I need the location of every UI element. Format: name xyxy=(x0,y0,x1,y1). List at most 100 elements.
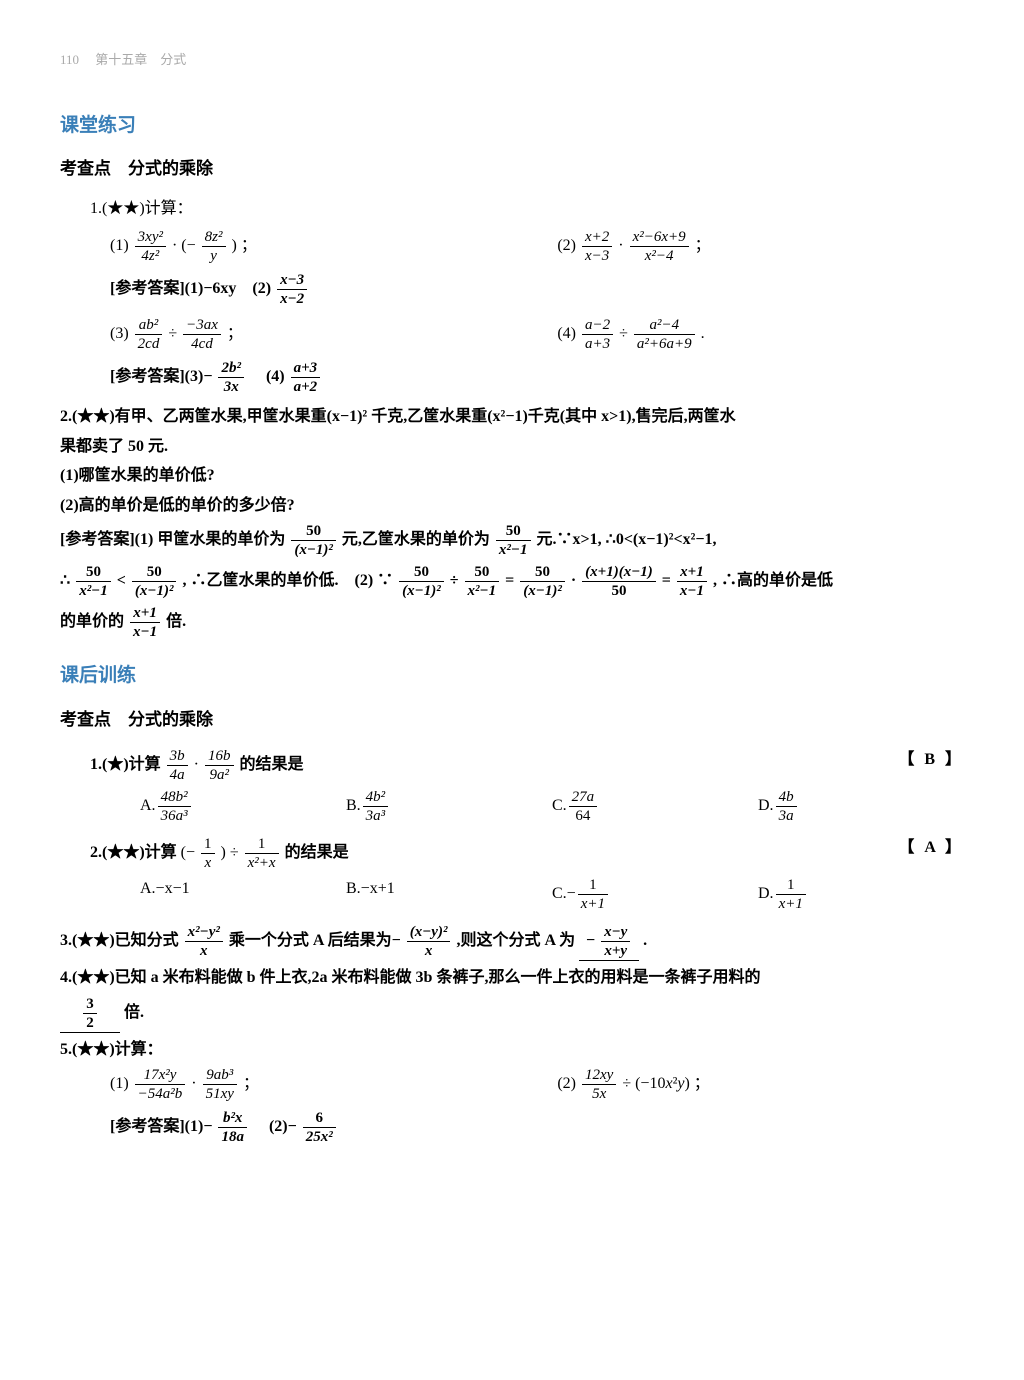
f40d: 25x² xyxy=(306,1129,333,1145)
p1a24: (4) xyxy=(250,368,285,385)
f3n: x+2 xyxy=(585,229,609,245)
fb4bt: 倍. xyxy=(124,1004,144,1021)
f14d: x²−1 xyxy=(79,583,108,599)
f9n: a²−4 xyxy=(649,317,679,333)
p1-sub2: (2) x+2x−3 · x²−6x+9x²−4 ； xyxy=(557,228,964,265)
p2-stem-b: 果都卖了 50 元. xyxy=(60,434,964,460)
p5-stem: 5.(★★)计算： xyxy=(60,1037,964,1063)
f15n: 50 xyxy=(132,563,177,582)
problem-1-row-1: (1) 3xy²4z² · (− 8z²y ) ； (2) x+2x−3 · x… xyxy=(110,228,964,265)
f35n: 3 xyxy=(83,995,97,1014)
f8d: a+3 xyxy=(585,336,610,352)
f31d: x+1 xyxy=(779,896,803,912)
mc1-C: C.27a64 xyxy=(552,788,758,825)
p2sb: 果都卖了 50 元. xyxy=(60,438,168,455)
div3: ÷ xyxy=(450,573,463,590)
f40n: 6 xyxy=(303,1109,336,1128)
f21n: x+1 xyxy=(133,605,157,621)
f18d: (x−1)² xyxy=(523,583,562,599)
section-title-homework: 课后训练 xyxy=(60,661,964,691)
f32n: x²−y² xyxy=(188,924,220,940)
dot3: · xyxy=(571,573,580,590)
f19n: (x+1)(x−1) xyxy=(585,564,653,580)
problem-1-stem: 1.(★★)计算： xyxy=(90,196,964,222)
mc1-answer: 【 B 】 xyxy=(898,747,964,784)
mc2-B: B.−x+1 xyxy=(346,876,552,913)
p2ae: , ∴乙筐水果的单价低. (2) ∵ xyxy=(182,573,393,590)
mc1-B: B.4b²3a³ xyxy=(346,788,552,825)
f23n: 16b xyxy=(208,748,231,764)
f37d: 51xy xyxy=(206,1086,234,1102)
f11d: a+2 xyxy=(294,379,318,395)
f32d: x xyxy=(200,943,208,959)
f27n: 4b xyxy=(779,789,794,805)
p1a1: [参考答案](1)−6xy (2) xyxy=(110,280,271,297)
f13n: 50 xyxy=(496,522,531,541)
p1-label4: (4) xyxy=(557,325,576,342)
lp2: (− xyxy=(181,844,195,861)
neg1: − xyxy=(586,932,595,949)
mc1Cl: C. xyxy=(552,797,567,814)
mc1-D: D.4b3a xyxy=(758,788,964,825)
p1-sub1: (1) 3xy²4z² · (− 8z²y ) ； xyxy=(110,228,557,265)
f11n: a+3 xyxy=(294,360,318,376)
p5-sub1: (1) 17x²y−54a²b · 9ab³51xy ； xyxy=(110,1066,557,1103)
f7d: 4cd xyxy=(191,336,213,352)
f2n: 8z² xyxy=(205,229,223,245)
page-header: 110 第十五章 分式 xyxy=(60,50,964,71)
f24n: 48b² xyxy=(161,789,188,805)
f10n: 2b² xyxy=(221,360,241,376)
fb4-blank: 32 xyxy=(60,995,120,1033)
f23d: 9a² xyxy=(210,767,230,783)
p2ah: 倍. xyxy=(166,614,186,631)
f17d: x²−1 xyxy=(468,583,497,599)
rp1: ) xyxy=(232,237,237,254)
f4n: x²−6x+9 xyxy=(633,229,686,245)
f28n: 1 xyxy=(201,835,215,854)
f36n: 17x²y xyxy=(144,1067,177,1083)
p5al: [参考答案](1)− xyxy=(110,1118,212,1135)
p1-sub4: (4) a−2a+3 ÷ a²−4a²+6a+9 . xyxy=(557,316,964,353)
p5-sub2: (2) 12xy5x ÷ (−10x²y) ； xyxy=(557,1066,964,1103)
p1-label3: (3) xyxy=(110,325,129,342)
p1-answer-34: [参考答案](3)− 2b²3x (4) a+3a+2 xyxy=(110,359,964,396)
mc1-options: A.48b²36a³ B.4b²3a³ C.27a64 D.4b3a xyxy=(140,788,964,825)
fb4-b: 32 倍. xyxy=(60,995,964,1033)
p1-sub3: (3) ab²2cd ÷ −3ax4cd ； xyxy=(110,316,557,353)
page-number: 110 xyxy=(60,52,79,67)
p2-ans-line2: ∴ 50x²−1 < 50(x−1)² , ∴乙筐水果的单价低. (2) ∵ 5… xyxy=(60,563,964,600)
mc1sa: 1.(★)计算 xyxy=(90,756,161,773)
p2-q1: (1)哪筐水果的单价低? xyxy=(60,463,964,489)
f29d: x²+x xyxy=(248,855,276,871)
topic-2: 考查点 分式的乘除 xyxy=(60,706,964,733)
f13d: x²−1 xyxy=(499,542,528,558)
mc2-row: 2.(★★)计算 (− 1x ) ÷ 1x²+x 的结果是 【 A 】 xyxy=(90,835,964,872)
f2d: y xyxy=(210,248,217,264)
f22d: 4a xyxy=(170,767,185,783)
div2: ÷ xyxy=(619,325,632,342)
mc2-stem: 2.(★★)计算 (− 1x ) ÷ 1x²+x 的结果是 xyxy=(90,835,898,872)
f37n: 9ab³ xyxy=(206,1067,233,1083)
f1n: 3xy² xyxy=(138,229,163,245)
semi1: ； xyxy=(241,237,257,254)
f18n: 50 xyxy=(520,563,565,582)
p2-stem-a: 2.(★★)有甲、乙两筐水果,甲筐水果重(x−1)² 千克,乙筐水果重(x²−1… xyxy=(60,404,964,430)
f24d: 36a³ xyxy=(161,808,188,824)
p2ac: 元.∵x>1, ∴0<(x−1)²<x²−1, xyxy=(537,532,717,549)
p1a2: [参考答案](3)− xyxy=(110,368,212,385)
p2af: , ∴高的单价是低 xyxy=(713,573,833,590)
f4d: x²−4 xyxy=(645,248,674,264)
semi5: ； xyxy=(243,1075,259,1092)
f34n: x−y xyxy=(604,924,627,940)
fb3a: 3.(★★)已知分式 xyxy=(60,932,179,949)
f27d: 3a xyxy=(779,808,794,824)
mc1-A: A.48b²36a³ xyxy=(140,788,346,825)
dot4: · xyxy=(194,756,203,773)
f26n: 27a xyxy=(572,789,595,805)
p5l2: (2) xyxy=(557,1075,576,1092)
f7n: −3ax xyxy=(186,317,218,333)
fb3-blank: − x−yx+y xyxy=(579,923,639,961)
mc1-row: 1.(★)计算 3b4a · 16b9a² 的结果是 【 B 】 xyxy=(90,747,964,784)
mc2-answer: 【 A 】 xyxy=(898,835,964,872)
mc2-D: D.1x+1 xyxy=(758,876,964,913)
